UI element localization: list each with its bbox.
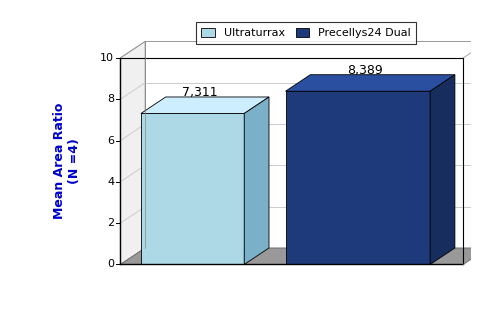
Polygon shape (121, 248, 486, 264)
Text: 8,389: 8,389 (347, 64, 383, 77)
Polygon shape (430, 75, 455, 264)
Text: 10: 10 (100, 53, 114, 63)
Text: 8: 8 (107, 94, 114, 104)
Text: 7,311: 7,311 (182, 86, 218, 99)
Text: 2: 2 (107, 218, 114, 228)
Polygon shape (141, 114, 244, 264)
Polygon shape (244, 97, 269, 264)
Text: 6: 6 (107, 136, 114, 146)
Polygon shape (286, 91, 430, 264)
Polygon shape (121, 41, 145, 264)
Polygon shape (145, 41, 486, 248)
Polygon shape (141, 97, 269, 114)
Text: Mean Area Ratio
(N =4): Mean Area Ratio (N =4) (52, 103, 81, 219)
Text: 4: 4 (107, 177, 114, 187)
Legend: Ultraturrax, Precellys24 Dual: Ultraturrax, Precellys24 Dual (196, 22, 417, 44)
Text: 0: 0 (107, 259, 114, 269)
Polygon shape (286, 75, 455, 91)
